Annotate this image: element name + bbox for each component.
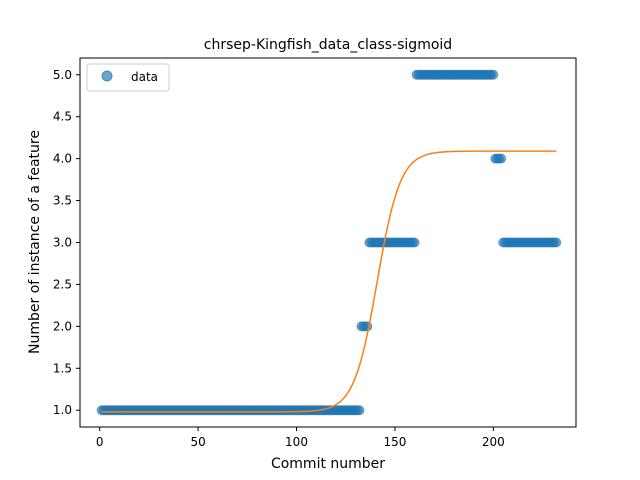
data-point	[362, 321, 373, 332]
data-point	[488, 69, 499, 80]
x-tick-label: 200	[482, 435, 505, 449]
x-tick-label: 50	[190, 435, 205, 449]
y-tick-label: 3.5	[53, 194, 72, 208]
legend-data-marker	[101, 70, 113, 82]
x-tick-label: 100	[285, 435, 308, 449]
data-point	[354, 405, 365, 416]
x-tick-label: 150	[383, 435, 406, 449]
fit-curve-line	[101, 150, 557, 413]
data-point	[551, 237, 562, 248]
data-point	[496, 153, 507, 164]
y-tick-label: 3.0	[53, 236, 72, 250]
x-axis-label: Commit number	[271, 456, 385, 472]
y-tick-label: 1.0	[53, 403, 72, 417]
y-tick-label: 1.5	[53, 361, 72, 375]
legend-entry-data: data	[131, 70, 158, 84]
chart-title: chrsep-Kingfish_data_class-sigmoid	[204, 37, 452, 53]
y-tick-label: 4.0	[53, 152, 72, 166]
y-axis-label: Number of instance of a feature	[27, 130, 43, 354]
y-tick-label: 4.5	[53, 110, 72, 124]
axes: 0 50 100 150 200 1.0 1.5 2.0 2.5 3.0 3.5 4.0 4.5 5.0	[53, 57, 577, 449]
y-tick-label: 2.0	[53, 319, 72, 333]
y-tick-label: 5.0	[53, 68, 72, 82]
x-tick-label: 0	[96, 435, 104, 449]
y-tick-label: 2.5	[53, 277, 72, 291]
legend: data	[86, 63, 170, 92]
plot-area	[96, 69, 562, 416]
data-point	[409, 237, 420, 248]
